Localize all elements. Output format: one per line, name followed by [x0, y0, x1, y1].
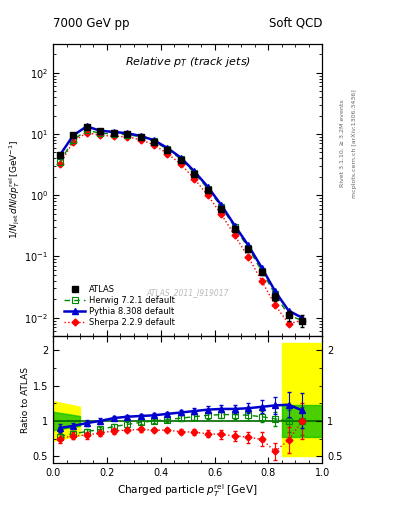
Text: Soft QCD: Soft QCD	[269, 16, 322, 30]
Text: ATLAS_2011_I919017: ATLAS_2011_I919017	[147, 288, 229, 297]
Text: Relative $p_T$ (track jets): Relative $p_T$ (track jets)	[125, 55, 251, 69]
Text: Rivet 3.1.10, ≥ 3.2M events: Rivet 3.1.10, ≥ 3.2M events	[340, 99, 345, 187]
Legend: ATLAS, Herwig 7.2.1 default, Pythia 8.308 default, Sherpa 2.2.9 default: ATLAS, Herwig 7.2.1 default, Pythia 8.30…	[62, 284, 177, 329]
Y-axis label: Ratio to ATLAS: Ratio to ATLAS	[21, 367, 30, 433]
Text: 7000 GeV pp: 7000 GeV pp	[53, 16, 130, 30]
Y-axis label: $1/N_{\rm jet}\,dN/dp_T^{\rm rel}\,[{\rm GeV}^{-1}]$: $1/N_{\rm jet}\,dN/dp_T^{\rm rel}\,[{\rm…	[7, 140, 22, 240]
X-axis label: Charged particle $p_T^{\rm rel}$ [GeV]: Charged particle $p_T^{\rm rel}$ [GeV]	[118, 482, 258, 499]
Text: mcplots.cern.ch [arXiv:1306.3436]: mcplots.cern.ch [arXiv:1306.3436]	[352, 89, 357, 198]
